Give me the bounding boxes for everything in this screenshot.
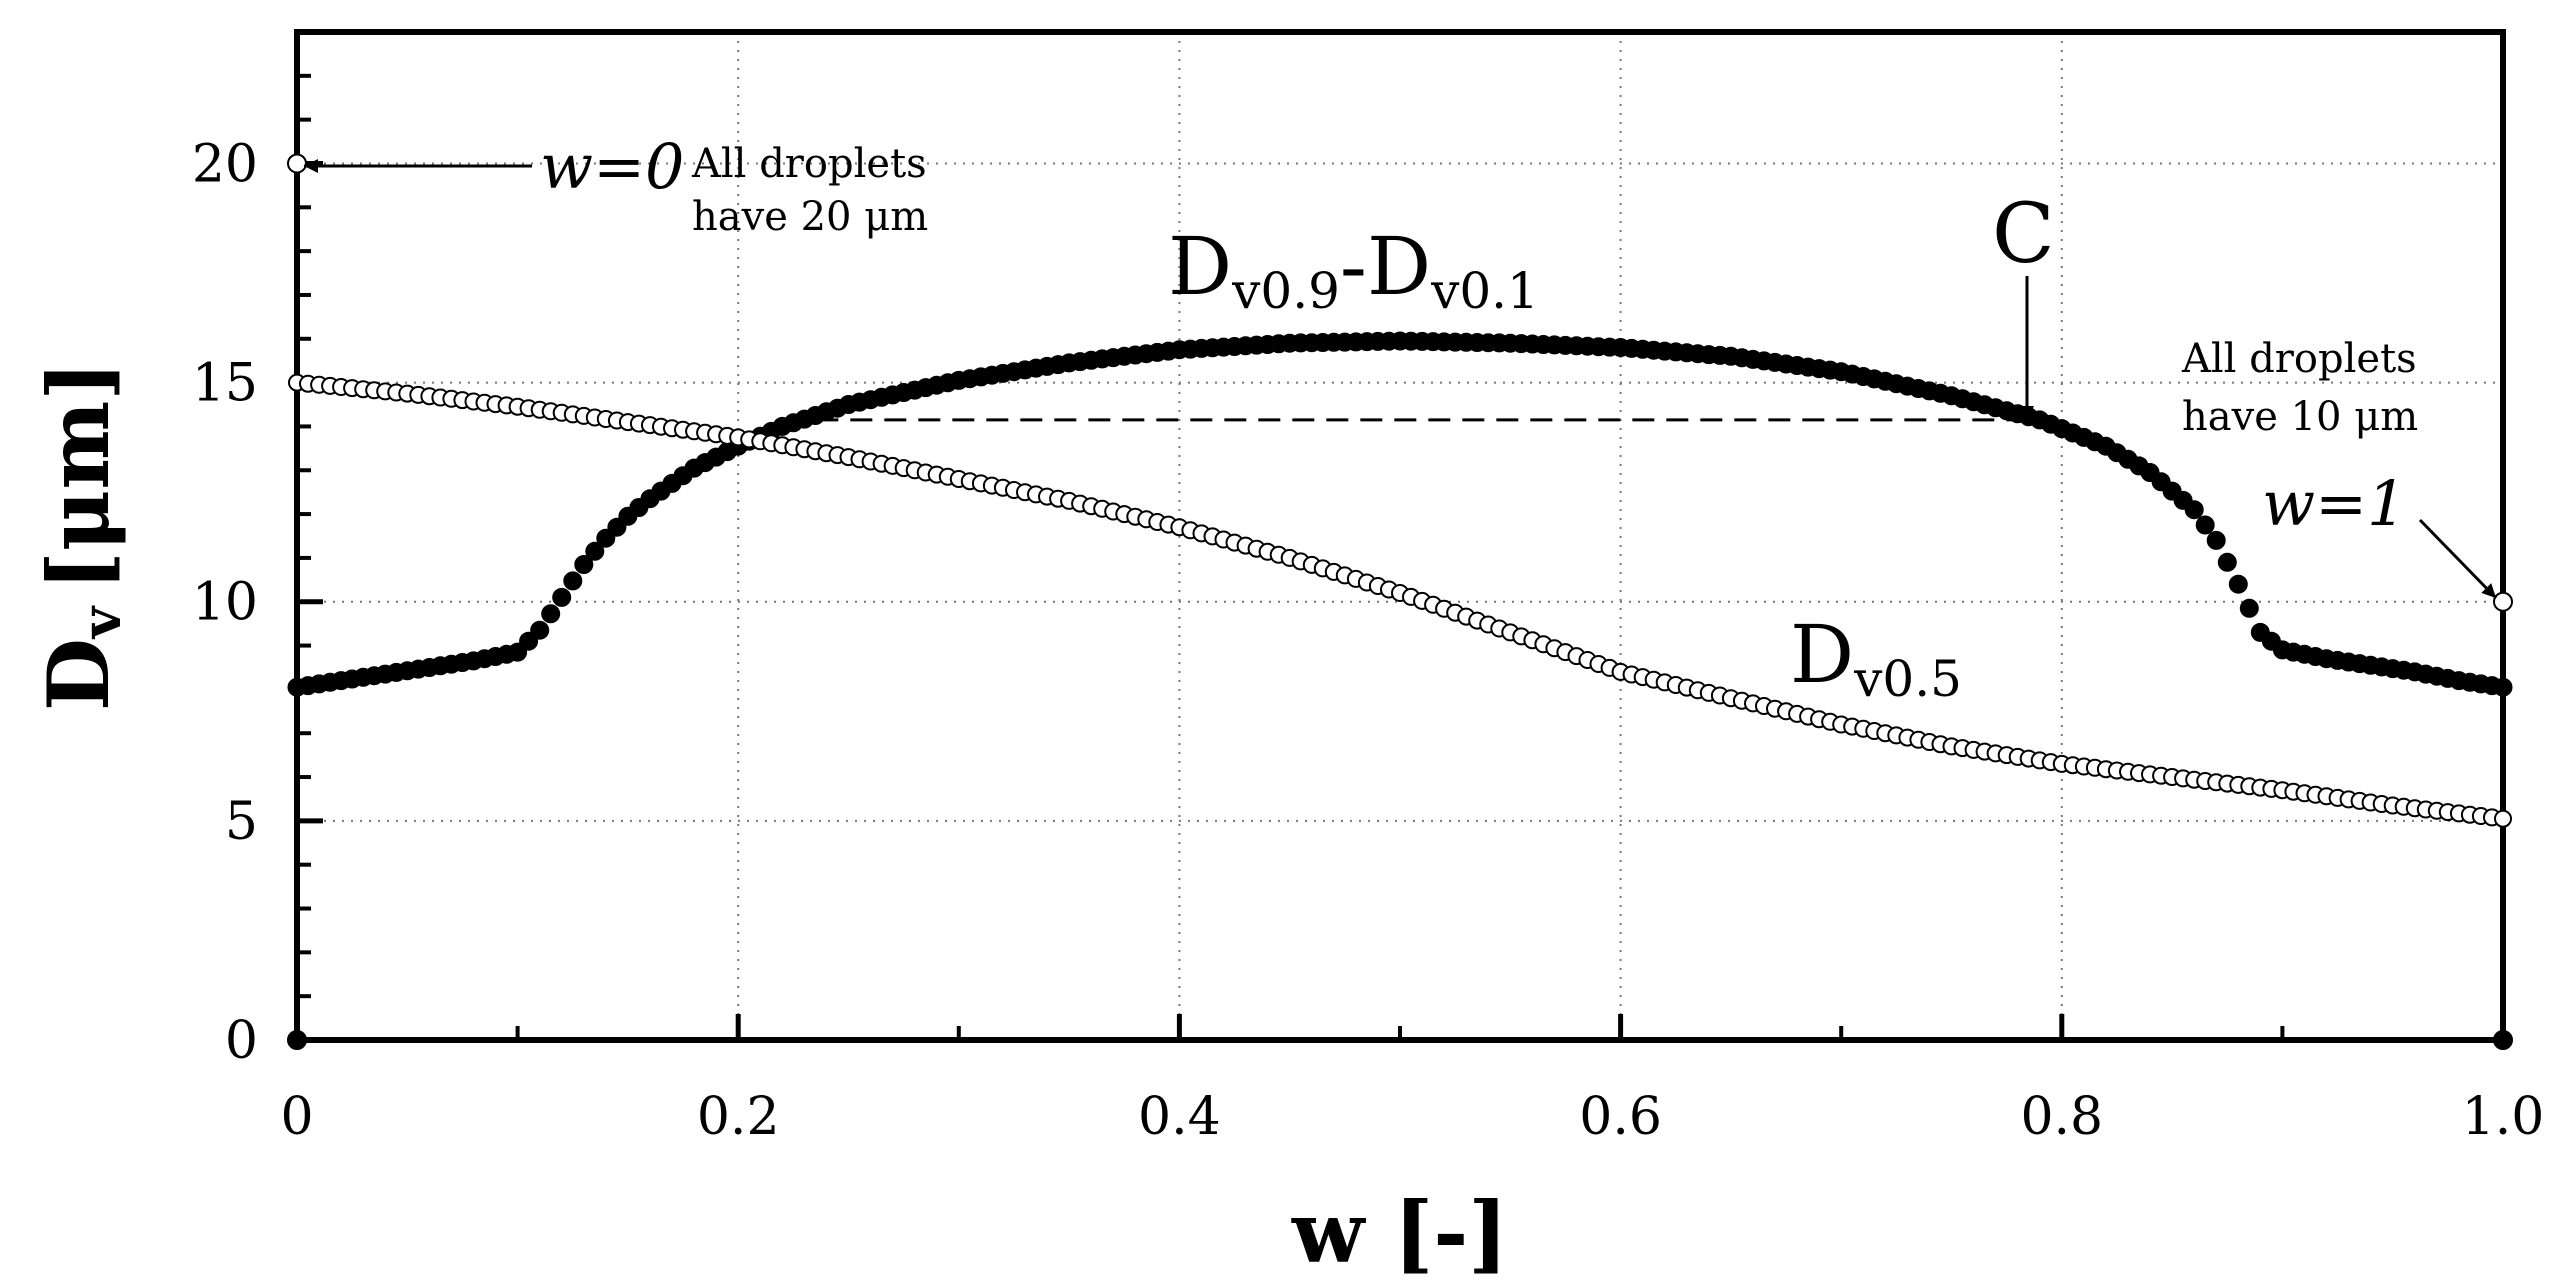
dv09-sub1: v0.9 bbox=[1231, 262, 1340, 320]
data-point-dv09-dv01 bbox=[563, 571, 583, 591]
dv05-main: D bbox=[1790, 608, 1854, 701]
data-point-dv09-dv01 bbox=[2239, 598, 2259, 618]
data-point-dv09-dv01 bbox=[574, 555, 594, 574]
data-point-dv09-dv01 bbox=[2184, 500, 2204, 520]
plot-frame bbox=[294, 29, 2506, 1043]
data-point-dv09-dv01 bbox=[2206, 530, 2226, 550]
x-tick-label: 1.0 bbox=[2462, 1087, 2545, 1147]
y-tick-label: 10 bbox=[192, 573, 258, 633]
data-point-dv09-dv01 bbox=[530, 620, 550, 640]
w1-label: w=1 bbox=[2262, 467, 2406, 540]
y-label-sub: v bbox=[69, 605, 133, 639]
y-tick-label: 15 bbox=[192, 354, 258, 414]
x-tick-label: 0.2 bbox=[697, 1087, 780, 1147]
data-point-dv09-dv01 bbox=[2228, 574, 2248, 594]
series-layer bbox=[287, 331, 2513, 828]
w1-point bbox=[2493, 591, 2513, 612]
y-label-unit: [μm] bbox=[29, 361, 128, 591]
w0-note-line1: All droplets bbox=[691, 141, 927, 187]
data-point-dv09-dv01 bbox=[541, 604, 561, 624]
x-tick-label: 0 bbox=[280, 1087, 313, 1147]
c-label: C bbox=[1992, 187, 2055, 282]
x-tick-label: 0.6 bbox=[1579, 1087, 1662, 1147]
special-points bbox=[287, 153, 2513, 1050]
dv05-sub: v0.5 bbox=[1853, 650, 1962, 708]
series-label-dv09-dv01: Dv0.9-Dv0.1 bbox=[1168, 220, 1539, 320]
y-tick-label: 0 bbox=[225, 1011, 258, 1071]
y-axis-label: Dv [μm] bbox=[29, 361, 133, 711]
origin-point bbox=[287, 1030, 307, 1050]
y-tick-labels: 0 5 10 15 20 bbox=[192, 134, 258, 1071]
series-Dv0.9-Dv0.1 bbox=[287, 331, 2513, 697]
series-Dv0.5 bbox=[288, 373, 2512, 828]
corner-point bbox=[2493, 1030, 2513, 1050]
dv09-main: D bbox=[1168, 220, 1232, 313]
data-point-dv05 bbox=[2494, 809, 2512, 828]
x-axis-label: w [-] bbox=[1291, 1183, 1508, 1282]
data-point-dv09-dv01 bbox=[585, 541, 605, 561]
data-point-dv09-dv01 bbox=[552, 587, 572, 607]
y-label-main: D bbox=[29, 638, 128, 711]
dv09-mid: -D bbox=[1340, 220, 1431, 313]
x-tick-label: 0.8 bbox=[2020, 1087, 2103, 1147]
data-point-dv09-dv01 bbox=[2493, 677, 2513, 697]
w0-note-line2: have 20 μm bbox=[692, 194, 928, 240]
w1-note-line1: All droplets bbox=[2181, 336, 2417, 382]
y-tick-label: 5 bbox=[225, 792, 258, 852]
w1-note-line2: have 10 μm bbox=[2182, 394, 2418, 440]
x-tick-label: 0.4 bbox=[1138, 1087, 1221, 1147]
series-label-dv05: Dv0.5 bbox=[1790, 608, 1962, 708]
y-tick-label: 20 bbox=[192, 134, 258, 194]
data-point-dv09-dv01 bbox=[2217, 552, 2237, 572]
data-point-dv09-dv01 bbox=[2195, 515, 2215, 535]
dv09-sub2: v0.1 bbox=[1430, 262, 1539, 320]
w0-point bbox=[287, 153, 307, 174]
w0-label: w=0 bbox=[540, 130, 684, 203]
x-tick-labels: 0 0.2 0.4 0.6 0.8 1.0 bbox=[280, 1087, 2544, 1147]
w1-arrow bbox=[2418, 518, 2498, 600]
